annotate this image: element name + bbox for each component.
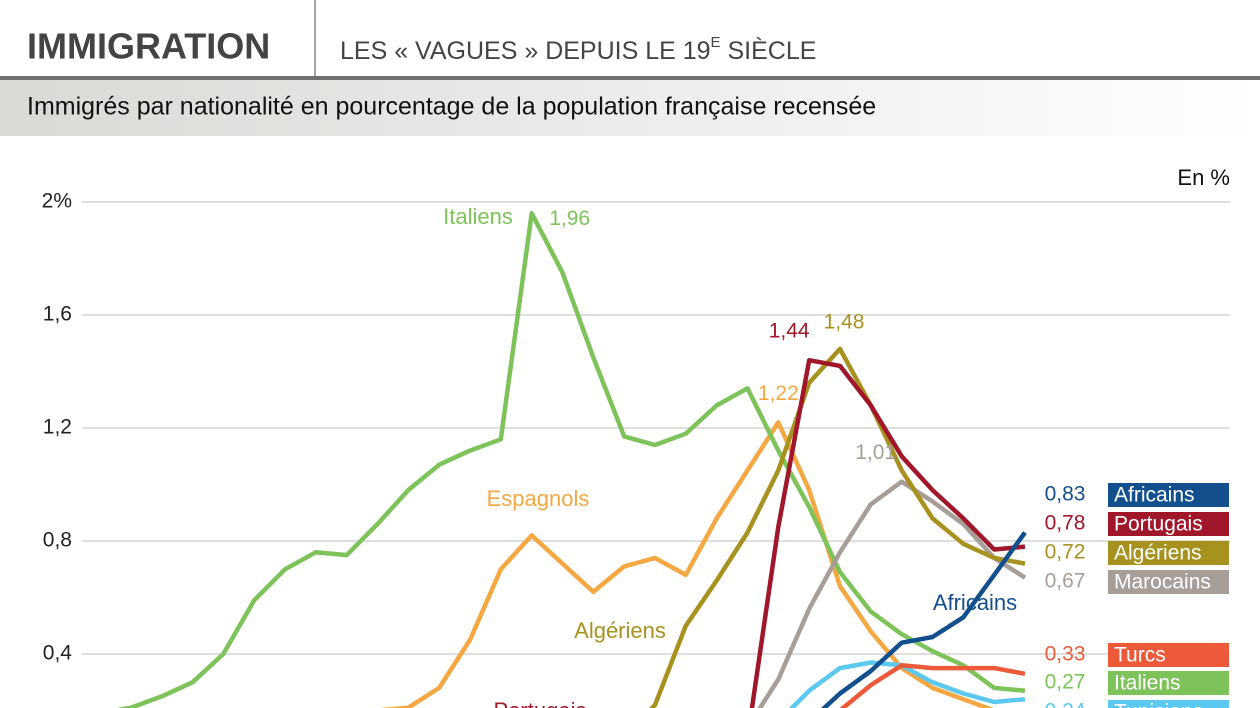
legend-swatch: [1108, 570, 1229, 594]
series-line: [649, 346, 1026, 708]
series-label: Portugais: [494, 698, 587, 708]
series-line: [116, 211, 1026, 708]
value-label: 1,96: [549, 207, 590, 230]
value-label: 1,44: [769, 320, 810, 343]
series-line: [749, 357, 1026, 708]
legend-swatch: [1108, 512, 1229, 536]
legend-swatch: [1108, 700, 1229, 708]
series-line: [757, 479, 1027, 708]
legend-label: Turcs: [1114, 644, 1166, 667]
value-label: 0,78: [1045, 512, 1086, 535]
series-line: [380, 420, 994, 708]
series-label: Africains: [933, 590, 1017, 615]
series-label: Italiens: [443, 204, 513, 229]
value-label: 1,48: [824, 310, 865, 333]
series-line: [839, 663, 1026, 708]
value-label: 0,83: [1045, 483, 1086, 506]
chart-heading: LES « VAGUES » DEPUIS LE 19E SIÈCLE: [340, 34, 816, 65]
series-label: Algériens: [574, 618, 666, 643]
legend-swatch: [1108, 483, 1229, 507]
legend-swatch: [1108, 671, 1229, 695]
y-unit: En %: [1177, 165, 1230, 190]
header-rule: [0, 76, 1260, 80]
legend-label: Africains: [1114, 484, 1195, 507]
y-tick-label: 0,8: [43, 529, 72, 552]
legend-label: Marocains: [1114, 571, 1211, 594]
chart-subtitle: Immigrés par nationalité en pourcentage …: [27, 93, 876, 121]
heading-text: LES « VAGUES » DEPUIS LE 19: [340, 37, 711, 65]
chart-title: IMMIGRATION: [27, 26, 270, 67]
y-tick-label: 0,4: [43, 642, 73, 665]
legend-label: Tunisiens: [1114, 701, 1203, 708]
subtitle-band: [0, 80, 1260, 136]
plot: 2% 1,6 1,2 0,8 0,4 0,83 Africains Africains 1,44…: [42, 190, 1230, 708]
value-label: 0,72: [1045, 541, 1086, 564]
value-label: 1,22: [758, 382, 799, 405]
heading-end: SIÈCLE: [721, 36, 817, 65]
y-tick-label: 2%: [42, 190, 72, 213]
heading-superscript: E: [711, 34, 721, 51]
legend-swatch: [1108, 541, 1229, 565]
value-label: 0,33: [1045, 643, 1086, 666]
value-label: 1,01: [855, 441, 896, 464]
y-tick-label: 1,2: [43, 416, 72, 439]
legend-label: Italiens: [1114, 672, 1181, 695]
value-label: 0,24: [1045, 700, 1086, 708]
legend-swatch: [1108, 643, 1229, 667]
legend-label: Portugais: [1114, 513, 1203, 536]
value-label: 0,67: [1045, 570, 1086, 593]
series-label: Espagnols: [487, 486, 590, 511]
y-tick-label: 1,6: [43, 303, 72, 326]
value-label: 0,27: [1045, 671, 1086, 694]
legend-label: Algériens: [1114, 542, 1202, 565]
series-line: [820, 531, 1027, 708]
